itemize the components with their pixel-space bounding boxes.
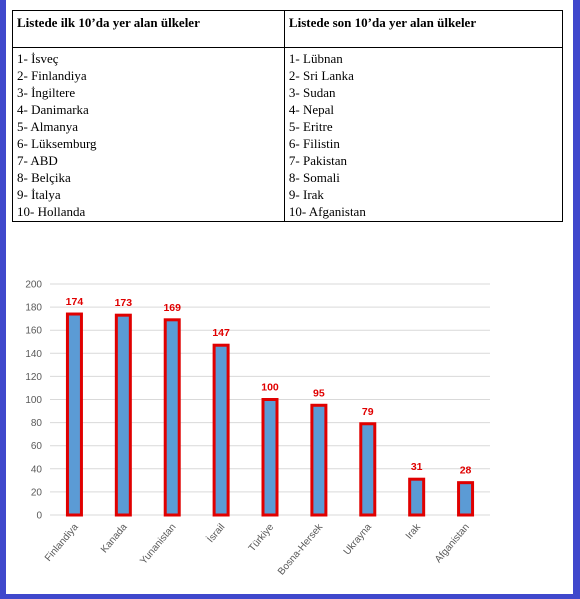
- right-list-item: 6- Filistin: [288, 136, 340, 151]
- y-tick-label: 40: [31, 464, 43, 475]
- bar: [408, 477, 426, 517]
- right-list-item: 3- Sudan: [288, 85, 336, 100]
- y-tick-label: 140: [25, 349, 42, 360]
- bar: [212, 343, 230, 517]
- data-label: 173: [115, 297, 133, 309]
- right-column-list: 1- Lübnan 2- Sri Lanka 3- Sudan 4- Nepal…: [283, 47, 564, 222]
- data-label: 31: [411, 461, 423, 473]
- y-tick-label: 20: [31, 487, 43, 498]
- y-tick-label: 180: [25, 303, 42, 314]
- left-list-item: 6- Lüksemburg: [17, 136, 97, 151]
- right-column-header: Listede son 10’da yer alan ülkeler: [283, 10, 564, 48]
- data-label: 100: [261, 382, 279, 394]
- left-list-item: 7- ABD: [17, 153, 58, 168]
- bar: [163, 318, 181, 517]
- x-tick-label: Finlandiya: [43, 522, 81, 564]
- data-label: 95: [313, 387, 325, 399]
- bar: [261, 398, 279, 517]
- right-list-item: 8- Somali: [288, 170, 340, 185]
- bar: [359, 422, 377, 517]
- data-label: 174: [66, 296, 84, 308]
- left-list-item: 4- Danimarka: [17, 102, 89, 117]
- ranking-table: Listede ilk 10’da yer alan ülkeler Liste…: [12, 10, 564, 222]
- left-list-item: 8- Belçika: [17, 170, 71, 185]
- data-label: 79: [362, 406, 374, 418]
- data-label: 169: [163, 302, 181, 314]
- right-list-item: 5- Eritre: [288, 119, 333, 134]
- right-list-item: 2- Sri Lanka: [288, 68, 354, 83]
- y-tick-label: 0: [36, 511, 42, 522]
- x-tick-label: Türkiye: [247, 522, 277, 555]
- x-tick-label: Afganistan: [433, 522, 472, 565]
- data-label: 28: [460, 465, 472, 477]
- y-tick-label: 160: [25, 326, 42, 337]
- right-list-item: 9- Irak: [288, 187, 324, 202]
- bar-chart-panel: 0 20 40 60 80 100 120 140 160 180 200 174 Finlandiya…: [18, 268, 500, 594]
- y-tick-label: 60: [31, 441, 43, 452]
- left-list-item: 9- İtalya: [17, 187, 61, 202]
- x-tick-label: İsrail: [204, 521, 228, 546]
- data-label: 147: [212, 327, 230, 339]
- bar: [457, 481, 475, 517]
- bar: [114, 313, 132, 517]
- left-column-header: Listede ilk 10’da yer alan ülkeler: [12, 10, 285, 48]
- right-list-item: 10- Afganistan: [288, 204, 366, 219]
- y-tick-label: 200: [25, 280, 42, 291]
- bar: [65, 312, 83, 517]
- right-list-item: 4- Nepal: [288, 102, 335, 117]
- right-list-item: 7- Pakistan: [288, 153, 348, 168]
- left-list-item: 2- Finlandiya: [17, 68, 87, 83]
- right-list-item: 1- Lübnan: [288, 51, 343, 66]
- left-list-item: 3- İngiltere: [17, 85, 76, 100]
- x-tick-label: Bosna-Hersek: [276, 521, 326, 577]
- bar-chart: 0 20 40 60 80 100 120 140 160 180 200 174 Finlandiya…: [25, 280, 490, 577]
- left-list-item: 10- Hollanda: [17, 204, 86, 219]
- x-tick-label: Kanada: [99, 522, 130, 556]
- x-tick-label: Ukrayna: [342, 522, 375, 558]
- x-tick-label: Yunanistan: [138, 522, 178, 567]
- y-tick-label: 120: [25, 372, 42, 383]
- left-list-item: 1- İsveç: [17, 51, 59, 66]
- left-column-list: 1- İsveç 2- Finlandiya 3- İngiltere 4- D…: [12, 47, 285, 222]
- bar: [310, 403, 328, 517]
- y-tick-label: 80: [31, 418, 43, 429]
- y-tick-label: 100: [25, 395, 42, 406]
- left-list-item: 5- Almanya: [17, 119, 79, 134]
- x-tick-label: Irak: [404, 521, 424, 542]
